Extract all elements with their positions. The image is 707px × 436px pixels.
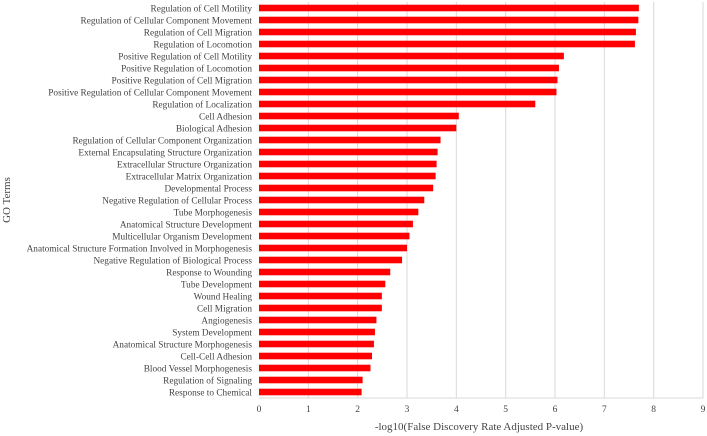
bar (259, 256, 403, 264)
bar (259, 352, 372, 360)
bar (259, 196, 425, 204)
category-label: Extracellular Structure Organization (117, 160, 252, 170)
y-axis-title: GO Terms (1, 177, 13, 223)
category-label: Negative Regulation of Biological Proces… (93, 255, 252, 266)
bar (259, 184, 434, 192)
bar (259, 388, 362, 396)
bar (259, 40, 635, 48)
bar (259, 136, 441, 144)
category-label: Anatomical Structure Development (120, 220, 253, 230)
category-label: Response to Wounding (166, 268, 252, 278)
category-label: Regulation of Signaling (163, 375, 252, 386)
x-tick-label: 0 (257, 405, 262, 415)
bar (259, 316, 377, 324)
x-tick-label: 3 (405, 405, 410, 415)
category-label: Positive Regulation of Cellular Componen… (48, 87, 252, 98)
category-label: Regulation of Cell Motility (151, 3, 253, 14)
bar (259, 124, 457, 132)
category-label: Cell Migration (197, 304, 252, 314)
bar (259, 280, 386, 288)
category-label: Positive Regulation of Cell Motility (118, 51, 252, 62)
category-label: Extracellular Matrix Organization (126, 172, 253, 182)
bar (259, 208, 419, 216)
bar (259, 160, 437, 168)
x-tick-label: 1 (306, 405, 311, 415)
category-label: Developmental Process (164, 184, 252, 194)
x-tick-label: 9 (701, 405, 706, 415)
category-label: Tube Development (181, 280, 253, 290)
category-label: Tube Morphogenesis (174, 208, 253, 218)
bar (259, 364, 371, 372)
bar (259, 328, 375, 336)
bar (259, 52, 564, 60)
category-label: Regulation of Cellular Component Movemen… (81, 15, 253, 26)
category-label: Regulation of Locomotion (153, 39, 252, 50)
bar (259, 100, 536, 108)
category-label: System Development (172, 328, 252, 338)
category-label: External Encapsulating Structure Organiz… (78, 148, 252, 158)
category-label: Regulation of Localization (152, 99, 252, 110)
category-label: Anatomical Structure Morphogenesis (113, 340, 253, 350)
bar (259, 16, 639, 24)
category-label: Blood Vessel Morphogenesis (144, 364, 253, 374)
category-label: Regulation of Cellular Component Organiz… (72, 135, 252, 146)
category-label: Response to Chemical (169, 388, 253, 398)
category-label: Biological Adhesion (176, 124, 253, 134)
bar (259, 244, 407, 252)
x-axis-title: -log10(False Discovery Rate Adjusted P-v… (375, 421, 584, 433)
bar (259, 292, 382, 300)
category-label: Multicellular Organism Development (112, 232, 252, 242)
category-label: Cell Adhesion (199, 112, 252, 122)
category-label: Cell-Cell Adhesion (180, 352, 252, 362)
bar (259, 28, 636, 36)
x-tick-label: 8 (651, 405, 656, 415)
category-label: Positive Regulation of Locomotion (121, 63, 252, 74)
bar (259, 220, 413, 228)
bar (259, 88, 557, 96)
category-label: Wound Healing (194, 292, 253, 302)
bar (259, 232, 410, 240)
bar (259, 268, 391, 276)
bar (259, 4, 639, 12)
category-label: Regulation of Cell Migration (144, 27, 253, 38)
category-label: Anatomical Structure Formation Involved … (27, 244, 253, 254)
bar (259, 64, 559, 72)
x-tick-label: 4 (454, 405, 459, 415)
bar (259, 148, 438, 156)
x-tick-label: 6 (553, 405, 558, 415)
bar (259, 172, 436, 180)
x-tick-label: 5 (503, 405, 508, 415)
x-tick-label: 2 (355, 405, 360, 415)
x-tick-labels: 0 1 2 3 4 5 6 7 8 9 (257, 405, 706, 415)
bars (259, 4, 639, 396)
bar (259, 376, 363, 384)
bar (259, 340, 374, 348)
category-label: Angiogenesis (201, 316, 252, 326)
bar (259, 304, 382, 312)
category-label: Positive Regulation of Cell Migration (112, 75, 253, 86)
category-label: Negative Regulation of Cellular Process (102, 195, 252, 206)
x-tick-label: 7 (602, 405, 607, 415)
bar (259, 112, 459, 120)
bar (259, 76, 558, 84)
